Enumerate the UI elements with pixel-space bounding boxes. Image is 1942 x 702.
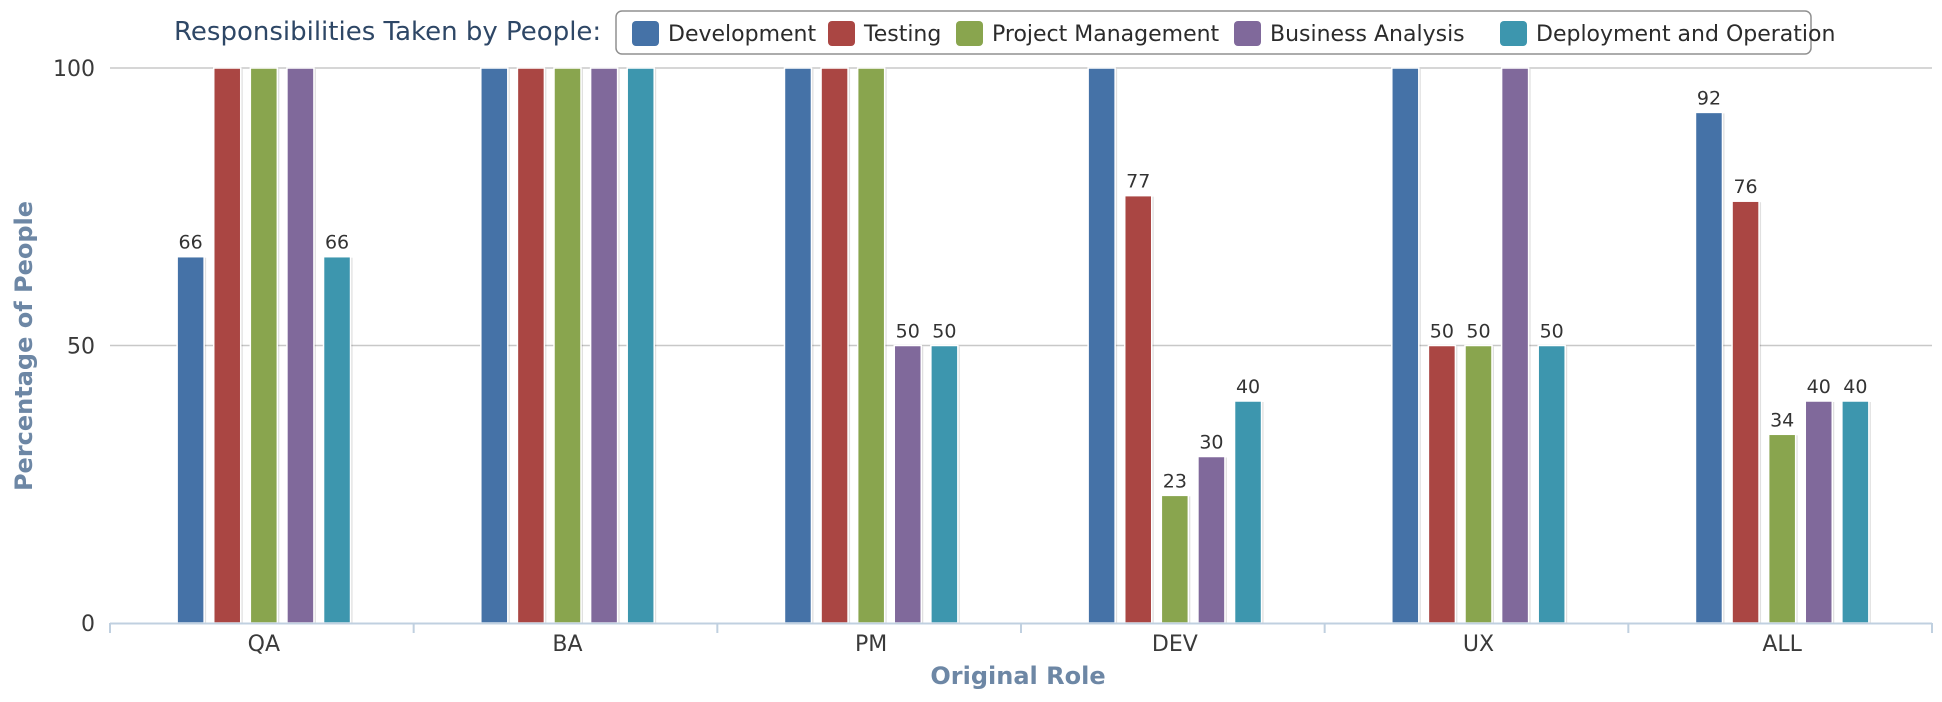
bar-testing xyxy=(212,67,242,624)
bar-development xyxy=(1391,67,1420,624)
bar-project-management xyxy=(249,67,279,624)
x-tick-label: DEV xyxy=(1152,632,1198,657)
bar-series: 66 66 50 50 77 23 30 40 50 50 50 92 76 34 40 40 xyxy=(176,67,1871,624)
legend-swatch xyxy=(1234,21,1261,46)
data-label: 92 xyxy=(1697,87,1721,109)
bar-development xyxy=(176,255,205,624)
y-tick-label: 50 xyxy=(67,335,95,360)
bar-business-analysis xyxy=(1197,455,1226,624)
x-axis-title: Original Role xyxy=(930,662,1105,690)
bar-deployment-and-operation xyxy=(1841,400,1870,624)
y-tick-label: 0 xyxy=(81,612,95,637)
data-label: 34 xyxy=(1770,409,1794,431)
x-tick-label: ALL xyxy=(1762,632,1802,657)
bar-deployment-and-operation xyxy=(322,255,352,624)
legend-item-label: Business Analysis xyxy=(1270,22,1465,47)
y-axis: 0 50 100 xyxy=(53,57,95,637)
bar-testing xyxy=(820,67,849,624)
bar-testing xyxy=(1731,200,1760,624)
bar-project-management xyxy=(1464,344,1493,624)
legend-swatch xyxy=(828,21,855,46)
data-label: 50 xyxy=(896,321,920,343)
bar-testing xyxy=(516,67,546,624)
bar-project-management xyxy=(1767,433,1797,624)
bar-development xyxy=(480,67,509,624)
legend-item-label: Testing xyxy=(863,22,941,47)
bar-business-analysis xyxy=(589,67,619,624)
bar-project-management xyxy=(553,67,582,624)
data-label: 40 xyxy=(1843,376,1867,398)
x-tick-label: QA xyxy=(248,632,280,657)
grid-lines xyxy=(110,67,1932,347)
bar-development xyxy=(1694,111,1724,624)
bar-development xyxy=(783,67,813,624)
bar-deployment-and-operation xyxy=(930,344,959,624)
bar-deployment-and-operation xyxy=(1537,344,1566,624)
legend-swatch xyxy=(956,21,983,46)
bar-project-management xyxy=(1160,494,1190,624)
legend-item-label: Deployment and Operation xyxy=(1536,22,1835,47)
data-label: 23 xyxy=(1163,470,1187,492)
legend-swatch xyxy=(632,21,659,46)
bar-business-analysis xyxy=(1804,400,1834,624)
data-label: 66 xyxy=(325,232,349,254)
bar-testing xyxy=(1427,344,1457,624)
bar-business-analysis xyxy=(286,67,315,624)
legend-title: Responsibilities Taken by People: xyxy=(174,17,601,47)
bar-business-analysis xyxy=(1500,67,1530,624)
data-label: 30 xyxy=(1199,432,1223,454)
data-label: 50 xyxy=(1540,321,1564,343)
data-label: 40 xyxy=(1807,376,1831,398)
y-axis-title: Percentage of People xyxy=(10,201,38,491)
legend: Development Testing Project Management Busi… xyxy=(615,10,1835,55)
bar-project-management xyxy=(856,67,886,624)
bar-development xyxy=(1087,67,1116,624)
legend-item-label: Development xyxy=(668,22,816,47)
data-label: 40 xyxy=(1236,376,1260,398)
data-label: 50 xyxy=(1466,321,1490,343)
data-label: 50 xyxy=(932,321,956,343)
legend-swatch xyxy=(1500,21,1527,46)
bar-testing xyxy=(1123,194,1153,624)
x-tick-label: UX xyxy=(1463,632,1494,657)
x-axis: QA BA PM DEV UX ALL xyxy=(109,622,1933,657)
y-tick-label: 100 xyxy=(53,57,95,82)
data-label: 76 xyxy=(1733,176,1757,198)
legend-item-label: Project Management xyxy=(992,22,1220,47)
bar-deployment-and-operation xyxy=(1233,400,1263,624)
x-tick-label: BA xyxy=(552,632,582,657)
bar-deployment-and-operation xyxy=(626,67,655,624)
data-label: 50 xyxy=(1430,321,1454,343)
data-label: 77 xyxy=(1126,171,1150,193)
x-tick-label: PM xyxy=(855,632,887,657)
data-label: 66 xyxy=(179,232,203,254)
bar-business-analysis xyxy=(893,344,923,624)
